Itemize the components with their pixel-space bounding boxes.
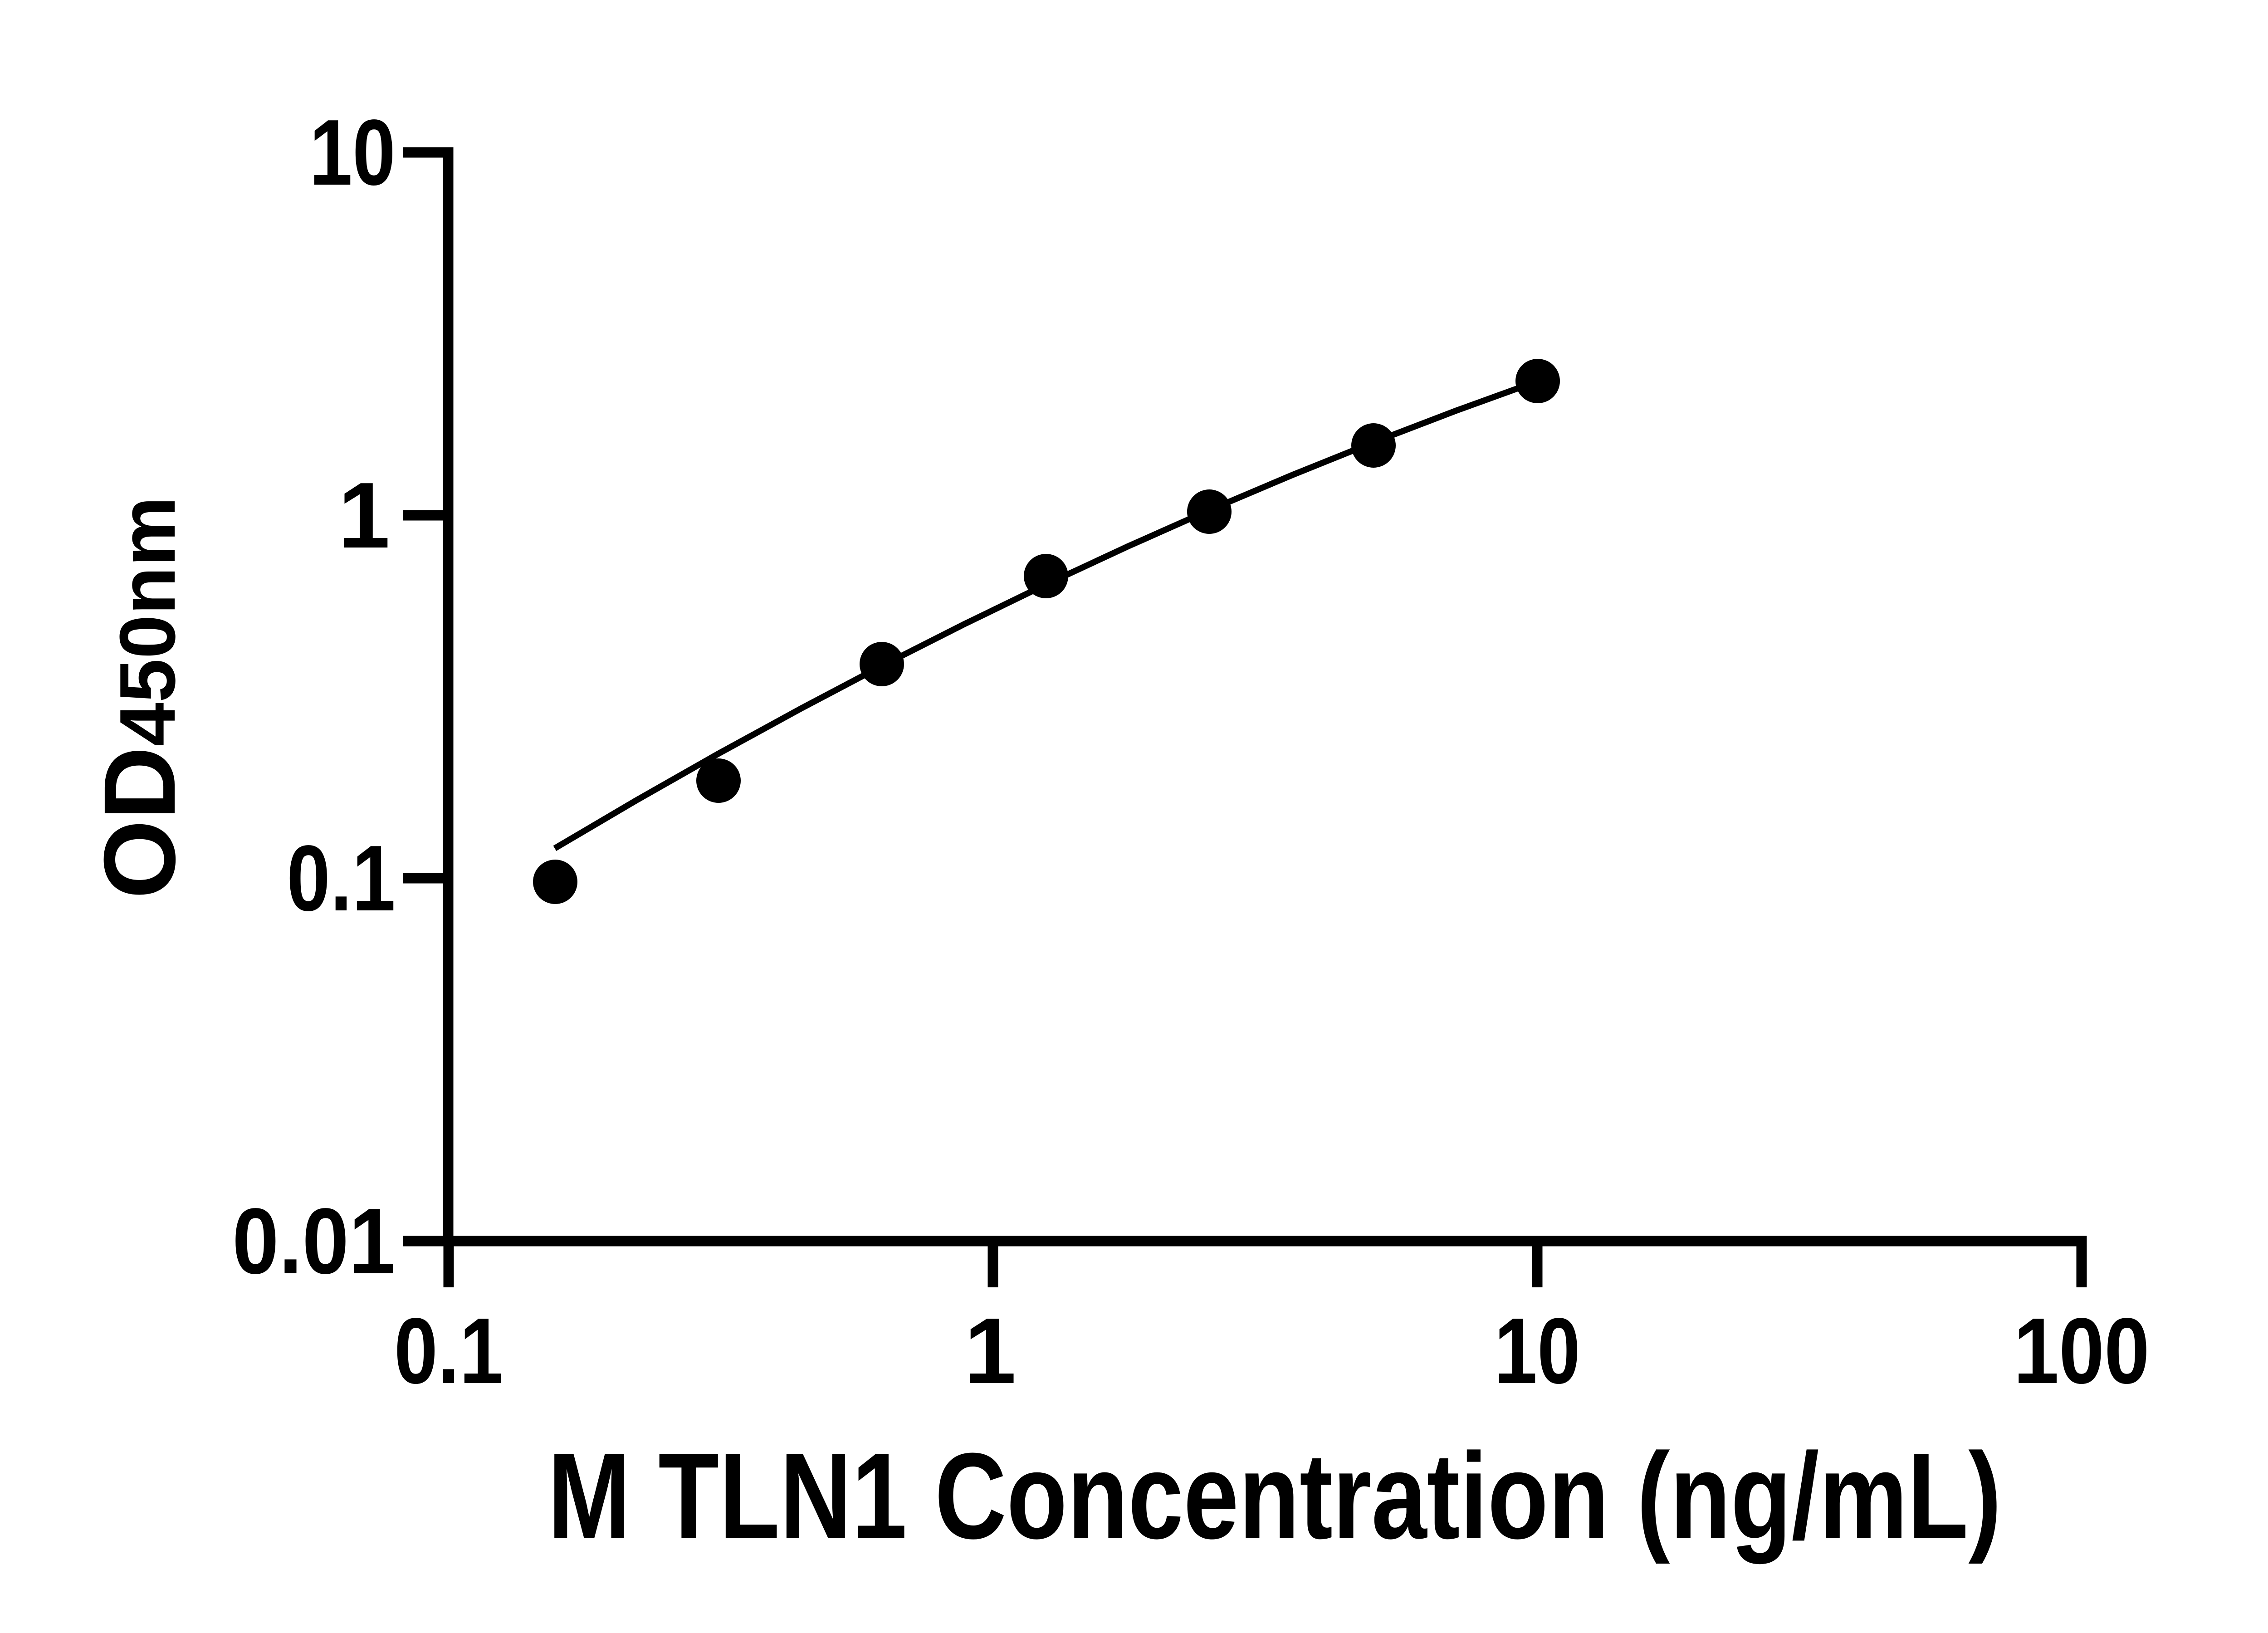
- svg-text:1: 1: [964, 1299, 1017, 1403]
- svg-text:1: 1: [338, 463, 390, 567]
- svg-text:0.1: 0.1: [394, 1299, 503, 1403]
- svg-text:0.01: 0.01: [232, 1189, 396, 1293]
- svg-text:100: 100: [2014, 1299, 2150, 1403]
- svg-text:M TLN1 Concentration (ng/mL): M TLN1 Concentration (ng/mL): [548, 1428, 2002, 1565]
- svg-text:10: 10: [309, 100, 396, 205]
- svg-text:0.1: 0.1: [287, 826, 396, 930]
- svg-text:OD450nm: OD450nm: [83, 496, 196, 899]
- svg-text:10: 10: [1494, 1299, 1580, 1403]
